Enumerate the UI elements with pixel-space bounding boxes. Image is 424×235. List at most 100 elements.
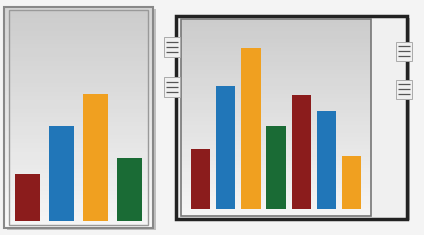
Bar [181, 180, 371, 184]
Bar [181, 31, 371, 35]
Bar [317, 111, 336, 209]
Bar [4, 206, 153, 210]
Bar [181, 192, 371, 196]
Bar [9, 27, 148, 31]
Bar [9, 10, 148, 225]
Bar [9, 139, 148, 143]
Bar [9, 31, 148, 36]
Bar [9, 79, 148, 83]
Bar [9, 10, 148, 14]
Bar [181, 157, 371, 161]
Bar [15, 174, 40, 221]
Bar [4, 16, 153, 20]
Bar [181, 51, 371, 55]
Bar [181, 133, 371, 137]
Bar [9, 191, 148, 195]
Bar [9, 57, 148, 62]
Bar [9, 100, 148, 105]
Bar [4, 25, 153, 29]
Bar [4, 95, 153, 100]
Bar [9, 161, 148, 165]
Bar [181, 90, 371, 94]
Bar [9, 109, 148, 113]
Bar [9, 96, 148, 100]
Bar [9, 135, 148, 139]
Bar [4, 223, 153, 228]
Bar [9, 40, 148, 44]
Bar [9, 48, 148, 53]
Bar [9, 204, 148, 208]
Bar [4, 64, 153, 69]
Bar [181, 196, 371, 200]
Bar [181, 19, 371, 23]
Bar [9, 221, 148, 225]
Bar [9, 148, 148, 152]
Bar [9, 212, 148, 216]
Bar [9, 87, 148, 92]
Bar [181, 55, 371, 59]
Bar [4, 157, 153, 162]
Bar [4, 161, 153, 166]
Bar [4, 139, 153, 144]
Bar [181, 208, 371, 212]
Bar [181, 204, 371, 208]
Bar [4, 192, 153, 197]
Bar [181, 78, 371, 82]
Bar [181, 149, 371, 153]
Bar [4, 100, 153, 104]
Bar [4, 60, 153, 64]
Bar [292, 95, 311, 209]
Bar [181, 59, 371, 63]
Bar [9, 92, 148, 96]
Bar [9, 130, 148, 135]
Bar [4, 113, 153, 118]
Bar [4, 188, 153, 193]
Bar [181, 176, 371, 180]
Bar [9, 169, 148, 173]
Bar [4, 91, 153, 95]
Bar [181, 94, 371, 98]
Bar [4, 215, 153, 219]
Bar [9, 44, 148, 49]
Bar [181, 35, 371, 39]
Bar [181, 70, 371, 74]
Bar [181, 172, 371, 176]
Bar [181, 19, 371, 216]
Bar [342, 156, 361, 209]
Bar [216, 86, 235, 209]
Bar [4, 47, 153, 51]
Bar [9, 182, 148, 186]
Bar [396, 80, 412, 99]
Bar [9, 216, 148, 221]
Bar [9, 152, 148, 156]
Bar [4, 219, 153, 223]
Bar [9, 118, 148, 122]
Bar [117, 157, 142, 221]
Bar [181, 74, 371, 78]
Bar [4, 126, 153, 131]
Bar [4, 170, 153, 175]
Bar [7, 9, 156, 230]
Bar [181, 118, 371, 121]
Bar [9, 165, 148, 169]
Bar [181, 212, 371, 216]
Bar [4, 109, 153, 113]
Bar [4, 144, 153, 149]
Bar [266, 126, 286, 209]
Bar [4, 197, 153, 201]
Bar [4, 38, 153, 42]
Bar [49, 126, 74, 221]
Bar [396, 42, 412, 61]
Bar [181, 184, 371, 188]
Bar [4, 42, 153, 47]
Bar [4, 86, 153, 91]
Bar [181, 106, 371, 110]
Bar [4, 135, 153, 140]
Bar [9, 195, 148, 199]
Bar [9, 83, 148, 87]
Bar [181, 43, 371, 47]
Bar [4, 82, 153, 86]
Bar [4, 179, 153, 184]
Bar [181, 168, 371, 172]
Bar [9, 23, 148, 27]
